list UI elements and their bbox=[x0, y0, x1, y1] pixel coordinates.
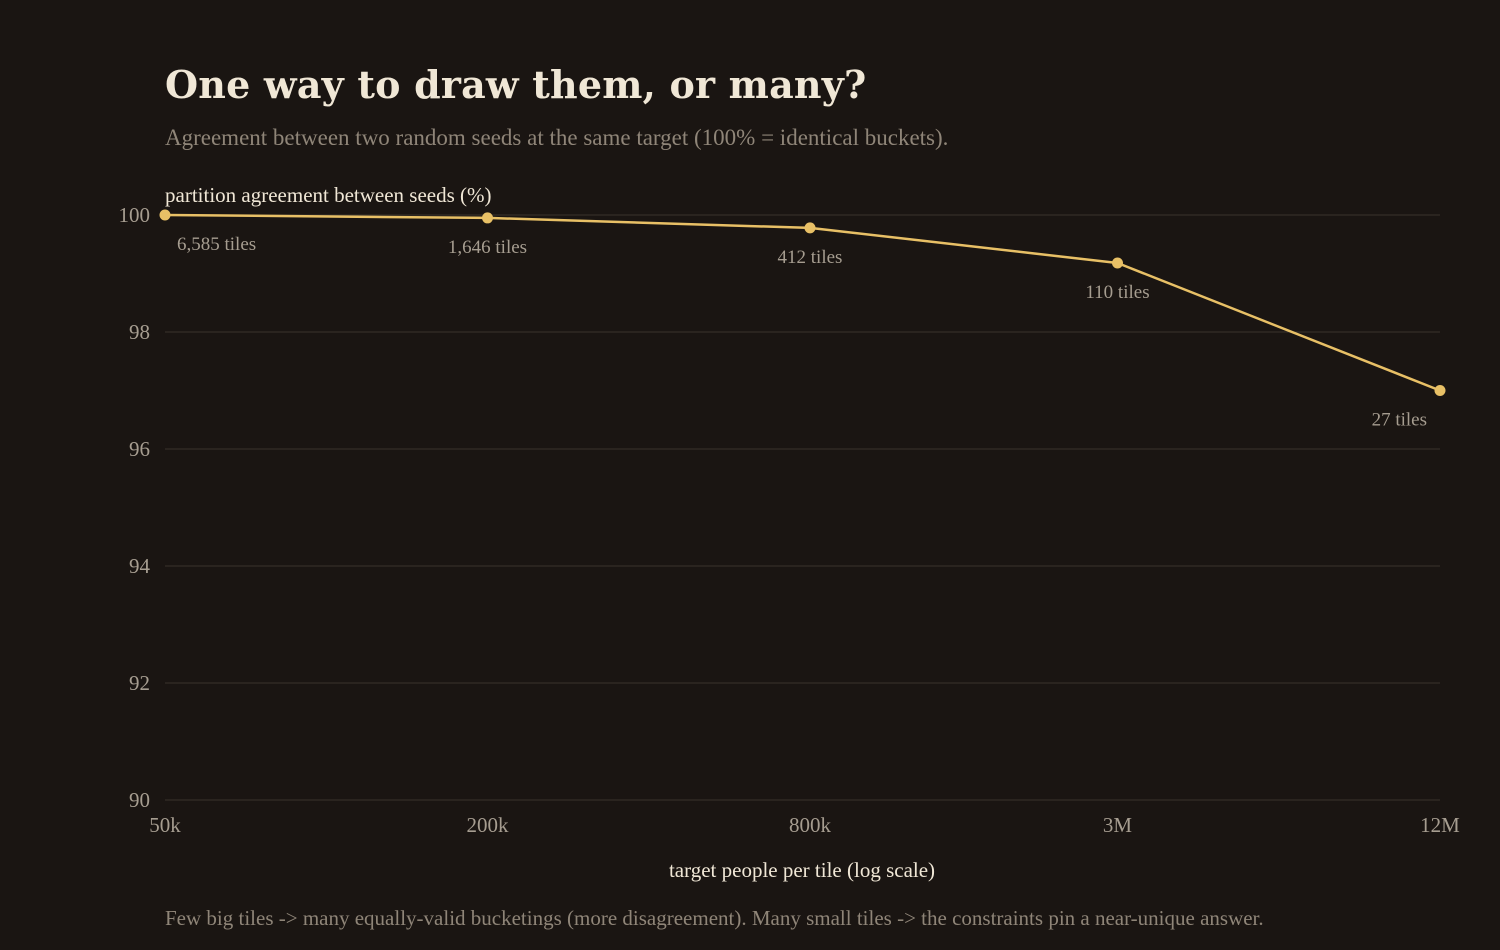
gridlines bbox=[165, 214, 1440, 801]
data-point bbox=[1434, 385, 1446, 396]
x-axis-ticks: 50k 200k 800k 3M 12M bbox=[149, 813, 1460, 837]
series: 6,585 tiles 1,646 tiles 412 tiles 110 tiles… bbox=[159, 209, 1446, 431]
data-point bbox=[804, 222, 816, 234]
chart-title: One way to draw them, or many? bbox=[165, 62, 867, 107]
x-tick-label: 3M bbox=[1103, 813, 1133, 837]
y-tick-label: 98 bbox=[129, 320, 150, 344]
x-tick-label: 50k bbox=[149, 813, 181, 837]
y-axis-ticks: 90 92 94 96 98 100 bbox=[119, 203, 151, 812]
point-label: 412 tiles bbox=[778, 247, 843, 268]
x-tick-label: 12M bbox=[1420, 813, 1460, 837]
y-axis-label: partition agreement between seeds (%) bbox=[165, 183, 492, 207]
x-axis-label: target people per tile (log scale) bbox=[669, 858, 935, 882]
data-point bbox=[482, 212, 494, 224]
y-tick-label: 94 bbox=[129, 554, 151, 578]
point-label: 110 tiles bbox=[1085, 282, 1149, 303]
y-tick-label: 90 bbox=[129, 788, 150, 812]
x-tick-label: 800k bbox=[789, 813, 832, 837]
point-label: 6,585 tiles bbox=[177, 234, 256, 255]
y-tick-label: 96 bbox=[129, 437, 150, 461]
point-label: 1,646 tiles bbox=[448, 237, 527, 258]
series-line bbox=[164, 213, 1441, 392]
chart-footnote: Few big tiles -> many equally-valid buck… bbox=[165, 906, 1264, 930]
y-tick-label: 100 bbox=[119, 203, 151, 227]
data-point bbox=[1111, 257, 1123, 269]
y-tick-label: 92 bbox=[129, 671, 150, 695]
x-tick-label: 200k bbox=[467, 813, 510, 837]
chart-subtitle: Agreement between two random seeds at th… bbox=[165, 125, 949, 150]
point-label: 27 tiles bbox=[1372, 410, 1427, 431]
data-point bbox=[159, 209, 171, 221]
